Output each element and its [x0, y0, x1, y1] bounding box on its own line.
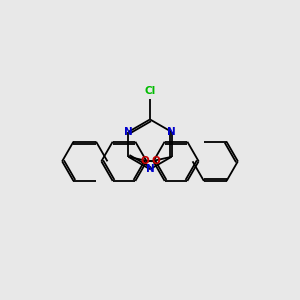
Text: N: N [167, 127, 176, 137]
Text: O: O [151, 156, 160, 166]
Text: Cl: Cl [144, 85, 156, 96]
Text: O: O [140, 156, 149, 166]
Text: N: N [146, 164, 154, 174]
Text: N: N [124, 127, 133, 137]
